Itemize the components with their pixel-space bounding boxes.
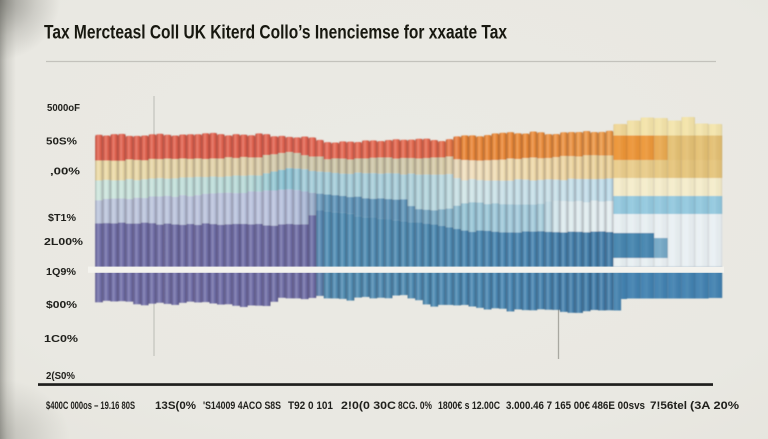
svg-text:$00%: $00% bbox=[46, 299, 78, 311]
svg-text:486E 00svs: 486E 00svs bbox=[592, 400, 645, 412]
svg-text:$T1%: $T1% bbox=[48, 212, 77, 224]
svg-text:Tax Mercteasl Coll UK Kiterd C: Tax Mercteasl Coll UK Kiterd Collo’s Ine… bbox=[44, 22, 507, 44]
svg-text:1800€ s 12.00C: 1800€ s 12.00C bbox=[438, 400, 500, 412]
svg-text:1C0%: 1C0% bbox=[44, 333, 79, 345]
svg-text:'S14009 4ACO S8S: 'S14009 4ACO S8S bbox=[203, 400, 281, 412]
svg-text:7!56tel: 7!56tel bbox=[650, 400, 687, 412]
svg-text:13S(0%: 13S(0% bbox=[155, 400, 196, 412]
svg-text:2(S0%: 2(S0% bbox=[46, 370, 76, 382]
svg-text:(3A 20%: (3A 20% bbox=[690, 400, 739, 412]
svg-text:T92 0 101: T92 0 101 bbox=[288, 400, 333, 412]
svg-text:3.000.46 7 165 00€: 3.000.46 7 165 00€ bbox=[506, 400, 590, 412]
svg-text:,00%: ,00% bbox=[50, 166, 81, 178]
svg-text:2!0(0 30C: 2!0(0 30C bbox=[341, 400, 396, 412]
svg-text:8CG. 0%: 8CG. 0% bbox=[398, 400, 432, 412]
svg-text:$400C 000os – 19.16 80S: $400C 000os – 19.16 80S bbox=[46, 400, 135, 412]
svg-text:1Q9%: 1Q9% bbox=[46, 266, 77, 278]
svg-text:5000oF: 5000oF bbox=[47, 102, 81, 114]
svg-text:50S%: 50S% bbox=[46, 136, 78, 148]
svg-text:2L00%: 2L00% bbox=[44, 236, 84, 248]
